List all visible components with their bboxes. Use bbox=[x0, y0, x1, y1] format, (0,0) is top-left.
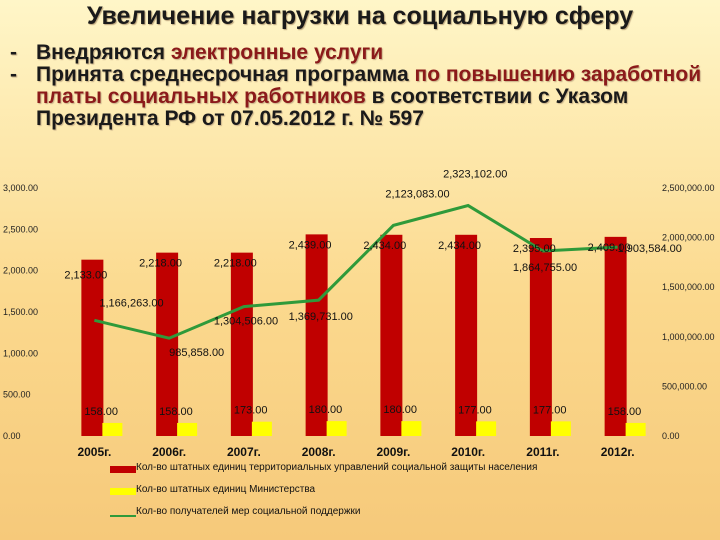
data-label-recipients: 1,304,506.00 bbox=[214, 316, 278, 328]
slide-title: Увеличение нагрузки на социальную сферу bbox=[86, 2, 634, 30]
bar-territorial-staff bbox=[604, 236, 627, 436]
data-label-ministry-staff: 158.00 bbox=[84, 406, 118, 418]
bar-territorial-staff bbox=[81, 259, 104, 436]
bullet-text: Принята среднесрочная программа bbox=[36, 63, 415, 86]
bar-territorial-staff bbox=[156, 252, 179, 436]
chart-legend: Кол-во штатных единиц территориальных уп… bbox=[110, 462, 670, 528]
x-tick-label: 2010г. bbox=[451, 445, 485, 459]
bar-ministry-staff bbox=[102, 422, 123, 436]
data-label-territorial-staff: 2,434.00 bbox=[438, 240, 481, 252]
data-label-recipients: 2,123,083.00 bbox=[385, 188, 449, 200]
bullet-text: Внедряются bbox=[36, 41, 171, 64]
bar-ministry-staff bbox=[476, 421, 497, 436]
legend-label: Кол-во штатных единиц Министерства bbox=[136, 484, 316, 495]
data-label-recipients: 985,858.00 bbox=[169, 347, 224, 359]
legend-swatch-green-line bbox=[110, 515, 136, 517]
y-right-tick-label: 2,500,000.00 bbox=[662, 183, 715, 193]
x-tick-label: 2011г. bbox=[526, 445, 559, 459]
bullet-highlight: по повышению заработной платы социальных… bbox=[36, 63, 702, 108]
x-tick-label: 2012г. bbox=[601, 445, 635, 459]
legend-swatch-red bbox=[110, 466, 136, 473]
line-recipients bbox=[94, 203, 618, 340]
data-label-ministry-staff: 177.00 bbox=[533, 404, 567, 416]
bar-ministry-staff bbox=[251, 421, 272, 436]
y-right-tick-label: 1,500,000.00 bbox=[662, 282, 715, 292]
x-tick-label: 2009г. bbox=[376, 445, 410, 459]
y-left-tick-label: 1,500.00 bbox=[3, 307, 38, 317]
y-right-tick-label: 500,000.00 bbox=[662, 381, 707, 391]
data-label-recipients: 1,166,263.00 bbox=[99, 297, 163, 309]
legend-item-recipients: Кол-во получателей мер социальной поддер… bbox=[110, 506, 670, 528]
bullet-item-salary-program: - Принята среднесрочная программа по пов… bbox=[10, 64, 710, 130]
data-label-territorial-staff: 2,218.00 bbox=[139, 258, 182, 270]
legend-item-ministry-staff: Кол-во штатных единиц Министерства bbox=[110, 484, 670, 506]
x-tick-label: 2006г. bbox=[152, 445, 186, 459]
bullet-list: - Внедряются электронные услуги - Принят… bbox=[10, 42, 710, 130]
data-label-recipients: 1,903,584.00 bbox=[618, 243, 682, 255]
bar-ministry-staff bbox=[326, 421, 347, 436]
x-tick-label: 2005г. bbox=[77, 445, 111, 459]
bar-ministry-staff bbox=[550, 421, 571, 436]
y-left-tick-label: 3,000.00 bbox=[3, 183, 38, 193]
data-label-ministry-staff: 180.00 bbox=[309, 404, 343, 416]
legend-label: Кол-во получателей мер социальной поддер… bbox=[136, 506, 361, 517]
data-label-recipients: 2,323,102.00 bbox=[443, 169, 507, 181]
bar-territorial-staff bbox=[529, 238, 552, 436]
bar-territorial-staff bbox=[455, 234, 478, 436]
y-left-tick-label: 2,000.00 bbox=[3, 266, 38, 276]
data-label-ministry-staff: 180.00 bbox=[383, 404, 417, 416]
y-left-tick-label: 1,000.00 bbox=[3, 348, 38, 358]
y-right-tick-label: 0.00 bbox=[662, 431, 680, 441]
bullet-highlight: электронные услуги bbox=[170, 41, 384, 64]
bullet-dash: - bbox=[10, 41, 17, 64]
data-label-ministry-staff: 158.00 bbox=[608, 406, 642, 418]
legend-label: Кол-во штатных единиц территориальных уп… bbox=[136, 462, 538, 473]
data-label-territorial-staff: 2,395.00 bbox=[513, 243, 556, 255]
data-label-territorial-staff: 2,409.00 bbox=[588, 242, 631, 254]
x-tick-label: 2007г. bbox=[227, 445, 261, 459]
legend-swatch-yellow bbox=[110, 488, 136, 495]
data-label-ministry-staff: 177.00 bbox=[458, 404, 492, 416]
bar-territorial-staff bbox=[380, 234, 403, 436]
data-label-recipients: 1,369,731.00 bbox=[289, 311, 353, 323]
data-label-ministry-staff: 173.00 bbox=[234, 405, 268, 417]
bullet-item-electronic-services: - Внедряются электронные услуги bbox=[10, 42, 710, 64]
y-right-tick-label: 1,000,000.00 bbox=[662, 332, 715, 342]
data-label-territorial-staff: 2,434.00 bbox=[363, 240, 406, 252]
data-label-ministry-staff: 158.00 bbox=[159, 406, 193, 418]
y-left-tick-label: 500.00 bbox=[3, 390, 31, 400]
data-label-territorial-staff: 2,218.00 bbox=[214, 258, 257, 270]
data-label-territorial-staff: 2,439.00 bbox=[289, 239, 332, 251]
bar-ministry-staff bbox=[401, 421, 422, 436]
bar-ministry-staff bbox=[177, 422, 198, 436]
bar-territorial-staff bbox=[305, 234, 328, 436]
x-tick-label: 2008г. bbox=[302, 445, 336, 459]
bar-territorial-staff bbox=[230, 252, 253, 436]
y-left-tick-label: 0.00 bbox=[3, 431, 21, 441]
y-right-tick-label: 2,000,000.00 bbox=[662, 233, 715, 243]
bullet-dash: - bbox=[10, 63, 17, 86]
bullet-text-rest: в соответствии с Указом Президента РФ от… bbox=[36, 85, 629, 130]
data-label-recipients: 1,864,755.00 bbox=[513, 262, 577, 274]
legend-item-territorial-staff: Кол-во штатных единиц территориальных уп… bbox=[110, 462, 670, 484]
data-label-territorial-staff: 2,133.00 bbox=[64, 270, 107, 282]
bar-ministry-staff bbox=[625, 422, 646, 436]
y-left-tick-label: 2,500.00 bbox=[3, 224, 38, 234]
